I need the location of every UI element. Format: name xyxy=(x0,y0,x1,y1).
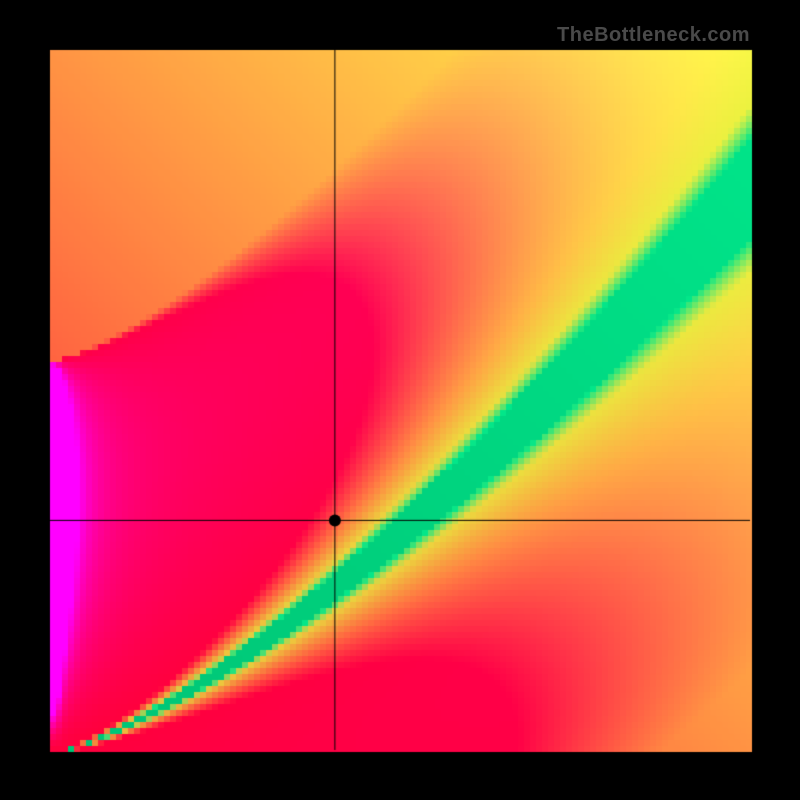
bottleneck-heatmap xyxy=(0,0,800,800)
chart-container: TheBottleneck.com xyxy=(0,0,800,800)
watermark-text: TheBottleneck.com xyxy=(557,24,750,47)
